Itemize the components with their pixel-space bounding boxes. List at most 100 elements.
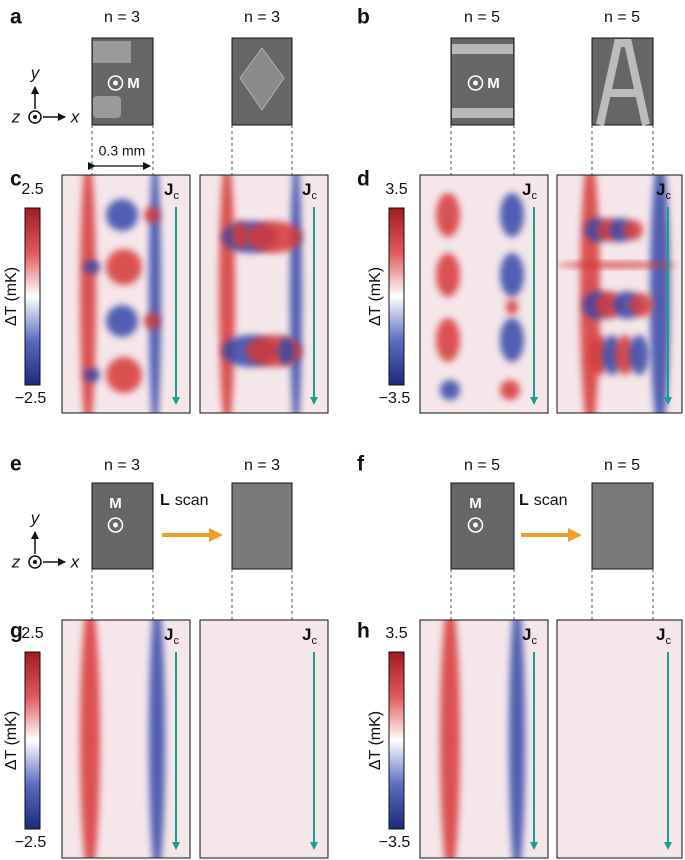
marker-label: M <box>469 495 482 512</box>
n-label: n = 5 <box>604 457 640 474</box>
current-label: Jc <box>656 625 671 646</box>
pattern <box>93 41 131 63</box>
current-label: Jc <box>522 180 537 201</box>
thermal-feature <box>84 260 100 274</box>
thermal-feature <box>629 293 653 317</box>
thermal-feature <box>106 357 142 393</box>
axis-label: z <box>11 107 21 126</box>
thermal-feature <box>144 313 160 329</box>
colorbar-axis-label: ΔT (mK) <box>3 711 20 770</box>
thermal-feature <box>278 337 294 365</box>
panel-label: d <box>357 168 370 191</box>
axis-z <box>28 110 42 124</box>
thermal-feature <box>500 193 524 237</box>
current-label: Jc <box>302 180 317 201</box>
marker-circle <box>107 517 124 533</box>
colorbar-tick-label: −2.5 <box>15 834 47 851</box>
marker-dot <box>113 522 118 528</box>
thermal-feature <box>440 620 460 858</box>
current-symbol: J <box>164 180 173 199</box>
thermal-feature <box>615 335 635 375</box>
thermal-feature <box>500 318 524 362</box>
colorbar <box>24 207 41 386</box>
marker-circle <box>467 517 484 533</box>
colorbar-tick-label: −3.5 <box>379 834 411 851</box>
map-border <box>61 174 191 414</box>
current-symbol: J <box>164 625 173 644</box>
thermal-feature <box>149 620 165 858</box>
map-border <box>419 174 549 414</box>
n-label: n = 3 <box>244 457 280 474</box>
current-subscript: c <box>531 635 537 647</box>
pattern <box>239 47 285 111</box>
thermal-feature <box>506 299 518 315</box>
thermal-feature <box>149 175 161 413</box>
map-border <box>199 619 329 859</box>
current-symbol: J <box>522 625 531 644</box>
heat-map <box>420 620 548 858</box>
thermal-feature <box>436 253 460 297</box>
heat-map <box>557 620 682 858</box>
axis-label: x <box>70 107 80 126</box>
pattern <box>596 39 650 126</box>
current-label: Jc <box>164 625 179 646</box>
thermal-feature <box>509 620 525 858</box>
panel-label: b <box>357 6 370 29</box>
axis-label: x <box>70 552 80 571</box>
current-label: Jc <box>302 625 317 646</box>
scan-text: scan <box>175 492 209 509</box>
current-label: Jc <box>522 625 537 646</box>
thermal-feature <box>232 221 248 249</box>
panel-label: c <box>10 168 22 191</box>
marker-circle <box>107 75 124 91</box>
current-label: Jc <box>164 180 179 201</box>
n-label: n = 5 <box>604 9 640 26</box>
axis-z <box>28 555 42 569</box>
axis-label: z <box>11 552 21 571</box>
thermal-feature <box>500 380 520 400</box>
current-symbol: J <box>656 625 665 644</box>
thermal-feature <box>219 175 235 413</box>
sample-image <box>231 482 293 570</box>
colorbar <box>388 207 405 386</box>
marker-label: M <box>109 495 122 512</box>
panel-label: e <box>10 453 22 476</box>
scan-vector: L <box>519 492 529 509</box>
colorbar-tick-label: −3.5 <box>379 390 411 407</box>
map-border <box>556 619 683 859</box>
colorbar-tick-label: 3.5 <box>385 181 407 198</box>
marker-dot <box>473 522 478 528</box>
axis-z-dot <box>33 115 37 119</box>
thermal-feature <box>290 175 302 413</box>
colorbar-axis-label: ΔT (mK) <box>367 711 384 770</box>
current-subscript: c <box>173 190 179 202</box>
thermal-feature <box>106 199 138 231</box>
map-background <box>557 620 682 858</box>
thermal-feature <box>650 175 670 413</box>
thermal-feature <box>440 380 460 400</box>
pattern <box>452 108 513 118</box>
thermal-feature <box>500 253 524 297</box>
current-subscript: c <box>665 190 671 202</box>
current-symbol: J <box>302 625 311 644</box>
map-border <box>199 174 329 414</box>
thermal-feature <box>629 335 649 375</box>
thermal-feature <box>144 207 160 223</box>
thermal-feature <box>557 262 677 268</box>
current-subscript: c <box>173 635 179 647</box>
map-background <box>420 620 548 858</box>
heat-map <box>62 620 190 858</box>
colorbar-tick-label: −2.5 <box>15 390 47 407</box>
heat-map <box>62 175 190 413</box>
scan-vector: L <box>160 492 170 509</box>
marker-label: M <box>487 75 500 92</box>
thermal-feature <box>80 620 100 858</box>
marker-circle <box>467 75 484 91</box>
colorbar-tick-label: 2.5 <box>21 181 43 198</box>
heat-map <box>420 175 548 413</box>
current-symbol: J <box>522 180 531 199</box>
current-subscript: c <box>665 635 671 647</box>
